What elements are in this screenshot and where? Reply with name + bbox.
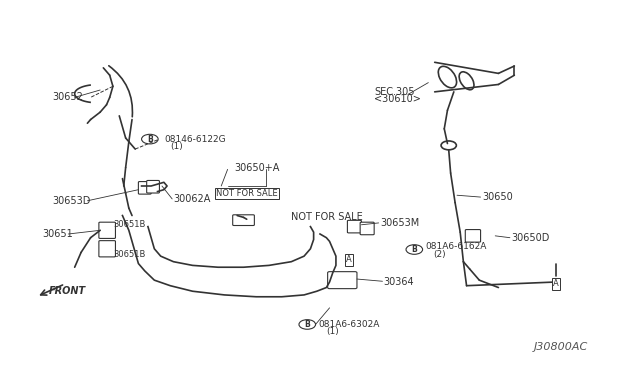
FancyBboxPatch shape [348, 220, 362, 233]
Text: A: A [553, 279, 559, 288]
Text: 30650D: 30650D [511, 233, 550, 243]
FancyBboxPatch shape [328, 272, 357, 289]
FancyBboxPatch shape [99, 222, 115, 238]
Text: (1): (1) [170, 142, 183, 151]
FancyBboxPatch shape [147, 180, 159, 193]
FancyBboxPatch shape [360, 222, 374, 235]
Text: 30650+A: 30650+A [234, 163, 279, 173]
Text: 081A6-6302A: 081A6-6302A [318, 320, 380, 329]
Text: SEC.305: SEC.305 [374, 87, 415, 97]
FancyBboxPatch shape [233, 215, 254, 225]
Text: (2): (2) [433, 250, 446, 259]
Text: 081A6-6162A: 081A6-6162A [425, 243, 486, 251]
Text: NOT FOR SALE: NOT FOR SALE [216, 189, 278, 198]
Text: 30651: 30651 [43, 229, 74, 239]
Text: B: B [412, 245, 417, 254]
FancyBboxPatch shape [138, 182, 151, 194]
Text: J30800AC: J30800AC [533, 342, 588, 352]
Text: 30062A: 30062A [173, 194, 211, 204]
Text: 30651B: 30651B [113, 220, 145, 229]
Text: 30364: 30364 [384, 277, 414, 287]
Text: FRONT: FRONT [49, 286, 86, 296]
Text: A: A [346, 255, 351, 264]
FancyBboxPatch shape [99, 241, 115, 257]
Text: (1): (1) [326, 327, 339, 336]
Text: B: B [305, 320, 310, 329]
Text: 30653D: 30653D [52, 196, 91, 206]
Text: 08146-6122G: 08146-6122G [164, 135, 225, 144]
Text: <30610>: <30610> [374, 94, 421, 104]
FancyBboxPatch shape [465, 230, 481, 242]
Text: NOT FOR SALE: NOT FOR SALE [291, 212, 363, 222]
Text: B: B [147, 135, 153, 144]
Text: 30650: 30650 [483, 192, 513, 202]
Text: 30652: 30652 [52, 92, 83, 102]
Text: 30651B: 30651B [113, 250, 145, 259]
Text: 30653M: 30653M [381, 218, 420, 228]
